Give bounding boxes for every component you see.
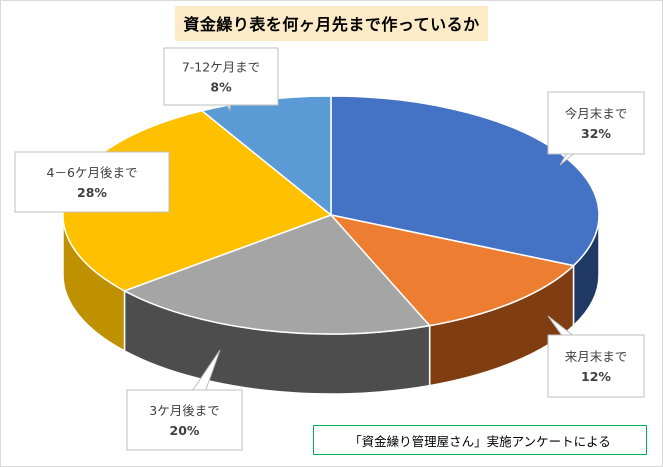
source-note: 「資金繰り管理屋さん」実施アンケートによる bbox=[313, 425, 647, 455]
callout-1: 来月末まで 12% bbox=[547, 315, 645, 398]
pie-slices bbox=[62, 95, 600, 335]
category-label: 7-12ケ月まで bbox=[182, 60, 260, 75]
category-label: 今月末まで bbox=[565, 106, 628, 121]
category-label: 来月末まで bbox=[565, 349, 628, 364]
value-label: 12% bbox=[581, 369, 611, 384]
callout-fill bbox=[549, 336, 643, 396]
callout-fill bbox=[549, 93, 643, 153]
value-label: 8% bbox=[210, 80, 232, 95]
chart-title: 資金繰り表を何ヶ月先まで作っているか bbox=[175, 6, 488, 41]
callout-3: 4－6ケ月後まで 28% bbox=[14, 151, 171, 213]
callout-fill bbox=[165, 49, 277, 104]
callout-fill bbox=[128, 391, 241, 449]
callout-0: 今月末まで 32% bbox=[547, 91, 645, 166]
pie-slice-2 bbox=[123, 214, 431, 335]
value-label: 20% bbox=[170, 423, 200, 438]
pie-slice-1 bbox=[330, 214, 575, 327]
value-label: 32% bbox=[581, 126, 611, 141]
category-label: 3ケ月後まで bbox=[149, 403, 219, 418]
callout-2: 3ケ月後まで 20% bbox=[126, 349, 243, 451]
callout-4: 7-12ケ月まで 8% bbox=[163, 47, 279, 112]
callout-fill bbox=[16, 153, 168, 211]
category-label: 4－6ケ月後まで bbox=[47, 165, 138, 180]
pie-sides bbox=[62, 214, 600, 395]
value-label: 28% bbox=[77, 185, 107, 200]
data-labels: 今月末まで 32% 来月末まで 12% 3ケ月後まで 20% 4－6ケ月後まで 28% 7-12… bbox=[14, 47, 645, 451]
